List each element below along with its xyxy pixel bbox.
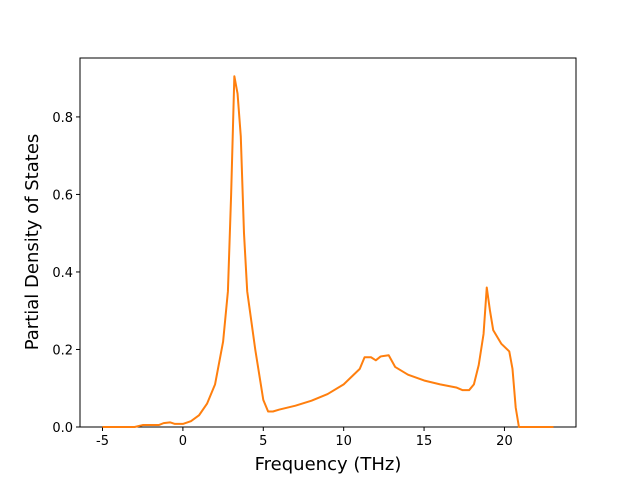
- x-tick-label: 15: [416, 434, 433, 449]
- y-tick-label: 0.8: [52, 111, 73, 126]
- x-tick-label: 20: [496, 434, 513, 449]
- x-tick-label: 10: [335, 434, 352, 449]
- x-tick-label: 5: [259, 434, 267, 449]
- y-axis-label: Partial Density of States: [22, 134, 43, 351]
- x-tick-label: 0: [179, 434, 187, 449]
- series-line: [102, 75, 554, 428]
- axes-frame: [79, 57, 577, 428]
- x-tick-label: -5: [96, 434, 109, 449]
- x-axis-label: Frequency (THz): [255, 454, 402, 475]
- y-tick-label: 0.0: [52, 421, 73, 436]
- y-tick-label: 0.6: [52, 188, 73, 203]
- y-tick-label: 0.2: [52, 343, 73, 358]
- y-tick-label: 0.4: [52, 266, 73, 281]
